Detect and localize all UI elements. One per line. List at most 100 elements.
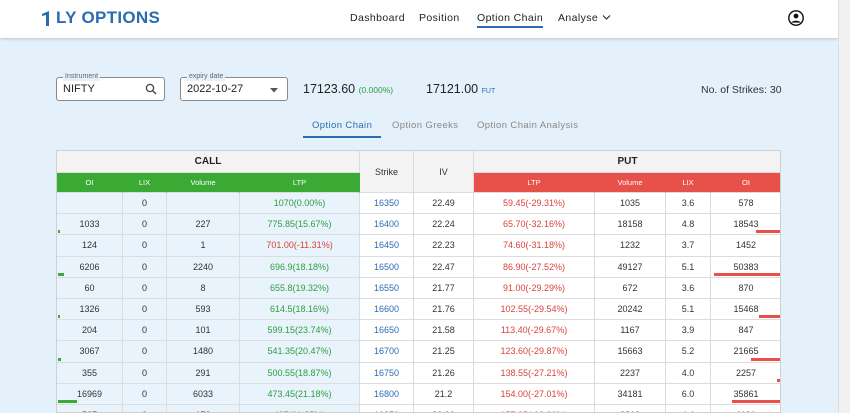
call-oi-cell-value: 355 (81, 367, 98, 378)
put-oi-cell: 847 (711, 320, 780, 342)
call-lix-cell-value: 0 (142, 410, 147, 412)
call-volume-cell: 1 (167, 235, 240, 257)
put-lix-cell: 4.0 (666, 362, 711, 384)
call-volume-cell: 172 (167, 405, 240, 412)
strike-cell[interactable]: 16550 (360, 277, 414, 299)
strike-cell[interactable]: 16700 (360, 341, 414, 363)
put-lix-cell: 5.1 (666, 299, 711, 321)
call-oi-cell-value: 60 (84, 282, 95, 293)
put-ltp-cell-value: 65.70(-32.16%) (502, 219, 566, 230)
account-circle-icon[interactable] (788, 10, 804, 26)
call-col-ltp[interactable]: LTP (240, 173, 360, 193)
call-oi-cell-value: 124 (81, 240, 98, 251)
iv-cell-value: 22.24 (432, 219, 455, 230)
call-ltp-cell-value: 500.55(18.87%) (267, 367, 332, 378)
put-oi-bar (755, 230, 780, 234)
tab-option-chain-analysis[interactable]: Option Chain Analysis (477, 120, 579, 131)
put-ltp-cell: 65.70(-32.16%) (474, 214, 595, 236)
iv-cell-value: 21.58 (432, 325, 455, 336)
put-lix-cell: 3.7 (666, 235, 711, 257)
instrument-field[interactable]: Instrument NIFTY (56, 72, 165, 101)
strike-cell[interactable]: 16500 (360, 256, 414, 278)
put-volume-cell: 34181 (595, 383, 666, 405)
put-ltp-cell: 86.90(-27.52%) (474, 256, 595, 278)
strike-cell[interactable]: 16650 (360, 320, 414, 342)
nav-position[interactable]: Position (419, 12, 460, 24)
nav-analyse[interactable]: Analyse (558, 12, 611, 24)
strike-cell[interactable]: 16800 (360, 383, 414, 405)
call-col-oi[interactable]: OI (57, 173, 123, 193)
call-volume-cell: 593 (167, 299, 240, 321)
strike-cell[interactable]: 16400 (360, 214, 414, 236)
call-ltp-cell-value: 437(21.85%) (274, 410, 326, 412)
iv-cell: 22.47 (414, 256, 474, 278)
put-lix-cell-value: 3.7 (681, 240, 695, 251)
put-volume-cell: 672 (595, 277, 666, 299)
put-ltp-cell-value: 157.05(-32.20%) (500, 410, 567, 412)
tab-option-chain[interactable]: Option Chain (312, 120, 373, 131)
strike-cell[interactable]: 16450 (360, 235, 414, 257)
put-volume-cell-value: 2816 (620, 410, 640, 412)
put-volume-cell-value: 1167 (620, 325, 640, 336)
spot-change: (0.000%) (358, 85, 394, 95)
put-col-lix[interactable]: LIX (666, 173, 711, 193)
put-oi-cell: 50383 (711, 257, 780, 278)
call-lix-cell-value: 0 (141, 367, 147, 378)
call-header: CALL (57, 151, 360, 173)
call-col-volume[interactable]: Volume (167, 173, 240, 193)
put-col-volume[interactable]: Volume (595, 173, 666, 193)
nav-option-chain[interactable]: Option Chain (477, 12, 544, 28)
call-ltp-cell-value: 775.85(15.67%) (267, 219, 332, 230)
call-oi-cell-value: 16969 (76, 388, 103, 399)
put-oi-cell-value: 15468 (733, 304, 759, 315)
put-volume-cell-value: 2237 (619, 367, 641, 378)
put-ltp-cell: 113.40(-29.67%) (474, 320, 595, 342)
strikes-value: 30 (769, 84, 782, 96)
put-oi-cell-value: 870 (738, 282, 754, 293)
call-volume-cell-value: 101 (195, 325, 211, 336)
iv-cell: 21.76 (414, 299, 474, 321)
put-ltp-cell: 157.05(-32.20%) (474, 405, 595, 412)
strike-cell[interactable]: 16750 (360, 362, 414, 384)
put-col-oi[interactable]: OI (711, 173, 780, 193)
call-ltp-cell: 599.15(23.74%) (240, 320, 360, 342)
call-lix-cell: 0 (123, 320, 167, 342)
put-ltp-cell: 138.55(-27.21%) (474, 362, 595, 384)
put-oi-cell: 2257 (711, 363, 780, 384)
strike-header: Strike (360, 151, 414, 193)
put-lix-cell: 3.6 (666, 193, 711, 215)
put-col-ltp[interactable]: LTP (474, 173, 595, 193)
nav-dashboard[interactable]: Dashboard (350, 12, 405, 24)
search-icon[interactable] (145, 83, 157, 95)
put-lix-cell-value: 3.6 (681, 282, 695, 293)
iv-cell: 22.24 (414, 214, 474, 236)
iv-cell-value: 22.49 (432, 198, 455, 209)
call-lix-cell: 0 (123, 277, 167, 299)
put-oi-cell: 578 (711, 193, 780, 215)
call-col-lix[interactable]: LIX (123, 173, 167, 193)
tab-option-greeks[interactable]: Option Greeks (392, 120, 459, 131)
strike-cell[interactable]: 16850 (360, 405, 414, 412)
put-lix-cell: 6.0 (666, 383, 711, 405)
put-volume-cell-value: 672 (622, 282, 638, 293)
call-ltp-cell: 614.5(18.16%) (240, 299, 360, 321)
put-oi-cell-value: 50383 (733, 261, 759, 272)
call-oi-cell-value: 1033 (79, 219, 100, 230)
put-header: PUT (474, 151, 780, 173)
put-lix-cell-value: 6.0 (681, 388, 695, 399)
iv-cell: 21.2 (414, 383, 474, 405)
call-oi-cell: 6206 (57, 256, 123, 278)
call-volume-cell-value: 172 (195, 410, 210, 412)
page-scrollbar[interactable] (838, 0, 850, 413)
put-oi-bar (731, 399, 780, 403)
put-oi-cell-value: 2257 (735, 367, 757, 378)
app-logo[interactable]: LY OPTIONS (40, 8, 160, 28)
strike-cell[interactable]: 16350 (360, 193, 414, 215)
put-volume-cell: 15663 (595, 341, 666, 363)
expiry-date-select[interactable]: expiry date 2022-10-27 (180, 72, 288, 101)
strike-cell[interactable]: 16600 (360, 299, 414, 321)
strike-cell-value: 16450 (373, 240, 400, 251)
call-oi-bar (58, 357, 62, 361)
put-volume-cell: 49127 (595, 256, 666, 278)
call-oi-cell: 527 (57, 405, 123, 412)
